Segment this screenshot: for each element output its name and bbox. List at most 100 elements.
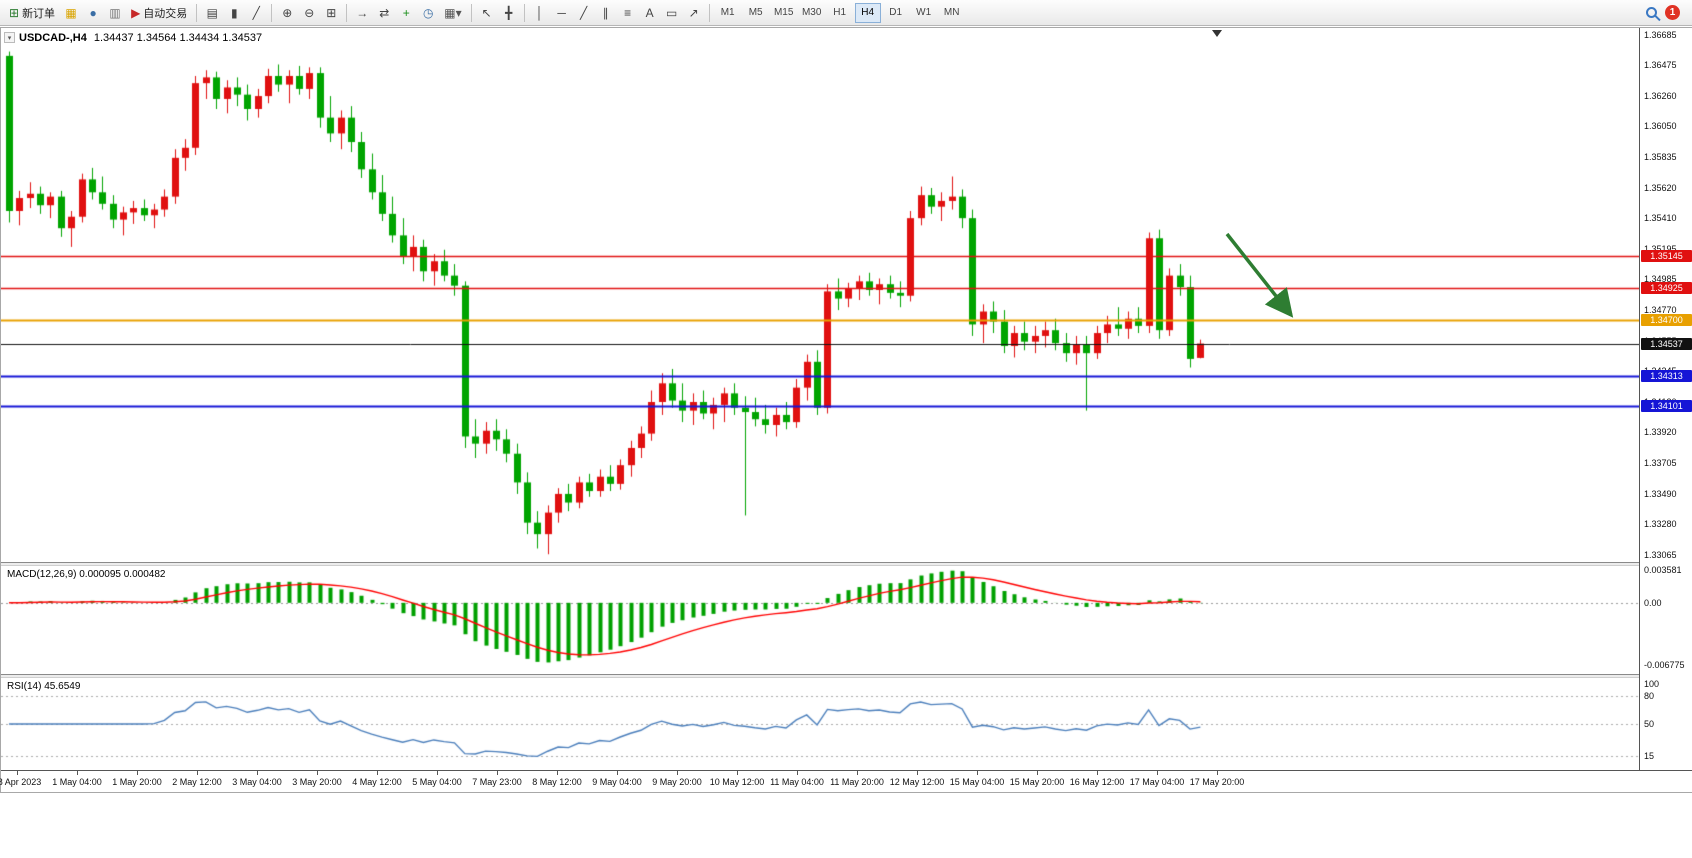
chart-ohlc-values: 1.34437 1.34564 1.34434 1.34537	[93, 32, 263, 44]
toolbar-buttons: ⊞ 新订单 ▦ ● ▥ ▶ 自动交易 ▤ ▮ ╱ ⊕ ⊖ ⊞ → ⇄ + ◷ ▦▾ ↖ ╋ │ ─ ╱ ∥ ≡ A ▭ ↗	[4, 2, 714, 24]
bar-chart-button[interactable]: ▤	[201, 2, 223, 24]
timeframe-m5-button[interactable]: M5	[748, 7, 763, 18]
text-icon: A	[645, 5, 654, 20]
chart-shift-button[interactable]: ⇄	[373, 2, 395, 24]
time-axis-label: 9 May 04:00	[592, 777, 642, 787]
price-axis-label: 1.33705	[1644, 458, 1677, 469]
timeframe-mn-button[interactable]: MN	[943, 7, 960, 18]
price-axis-label: 1.36475	[1644, 60, 1677, 71]
market-watch-button[interactable]: ▥	[104, 2, 126, 24]
new-order-label: 新订单	[22, 7, 56, 20]
macd-canvas[interactable]	[1, 566, 1639, 674]
zoom-out-icon: ⊖	[304, 5, 315, 20]
fibonacci-button[interactable]: ≡	[617, 2, 639, 24]
toolbar-separator	[196, 3, 198, 22]
time-axis-tick	[1217, 771, 1218, 775]
time-axis-label: 11 May 20:00	[830, 777, 884, 787]
auto-trading-icon: ▶	[131, 5, 141, 20]
price-axis-label: 1.35620	[1644, 182, 1677, 193]
time-axis-label: 3 May 20:00	[292, 777, 342, 787]
time-axis-tick	[1097, 771, 1098, 775]
time-axis-tick	[737, 771, 738, 775]
timeframe-h1-button[interactable]: H1	[833, 7, 847, 18]
text-label-button[interactable]: ▭	[661, 2, 683, 24]
tile-windows-button[interactable]: ⊞	[320, 2, 342, 24]
timeframe-d1-button[interactable]: D1	[889, 7, 903, 18]
price-axis-label: 1.35835	[1644, 152, 1677, 163]
search-icon[interactable]	[1646, 7, 1657, 18]
trendline-button[interactable]: ╱	[573, 2, 595, 24]
macd-axis-label: 0.003581	[1644, 565, 1682, 576]
periods-icon: ◷	[423, 5, 434, 20]
rsi-axis-label: 50	[1644, 719, 1655, 729]
timeframe-toolbar: M1 M5 M15 M30 H1 H4 D1 W1 MN	[714, 2, 966, 23]
price-axis[interactable]: 1.36685 1.36475 1.36260 1.36050 1.35835 1.356…	[1639, 28, 1692, 770]
tile-windows-icon: ⊞	[326, 5, 337, 20]
chart-window: ▾ USDCAD-,H4 1.34437 1.34564 1.34434 1.3…	[0, 27, 1692, 793]
time-axis-label: 16 May 12:00	[1069, 777, 1125, 787]
vertical-line-button[interactable]: │	[529, 2, 551, 24]
new-order-icon: ⊞	[9, 5, 20, 20]
macd-axis-label: -0.006775	[1644, 659, 1685, 670]
main-chart-canvas[interactable]	[1, 28, 1639, 562]
time-axis-tick	[857, 771, 858, 775]
main-chart-panel[interactable]: ▾ USDCAD-,H4 1.34437 1.34564 1.34434 1.3…	[1, 28, 1639, 562]
time-axis-tick	[1157, 771, 1158, 775]
toolbar-separator	[271, 3, 273, 22]
time-axis-tick	[1037, 771, 1038, 775]
time-axis-tick	[317, 771, 318, 775]
timeframe-m30-button[interactable]: M30	[801, 7, 822, 18]
toolbar-separator	[708, 3, 710, 22]
fibonacci-icon: ≡	[624, 5, 632, 20]
horizontal-line-icon: ─	[557, 5, 566, 20]
auto-trading-button[interactable]: ▶ 自动交易	[126, 2, 192, 24]
panel-splitter[interactable]	[1, 562, 1692, 566]
rsi-canvas[interactable]	[1, 678, 1639, 770]
candlestick-chart-icon: ▮	[230, 5, 238, 20]
time-axis[interactable]: 28 Apr 2023 1 May 04:00 1 May 20:00 2 May 1…	[0, 770, 1692, 792]
price-axis-label: 1.36685	[1644, 30, 1677, 41]
chart-shift-marker-icon[interactable]	[1212, 30, 1222, 37]
new-order-button[interactable]: ⊞ 新订单	[4, 2, 60, 24]
panel-splitter[interactable]	[1, 674, 1692, 678]
auto-scroll-button[interactable]: →	[351, 2, 373, 24]
horizontal-line-button[interactable]: ─	[551, 2, 573, 24]
price-line-marker: 1.34925	[1641, 281, 1692, 294]
candlestick-chart-button[interactable]: ▮	[223, 2, 245, 24]
templates-icon: ▦▾	[444, 5, 462, 20]
price-axis-label: 1.34985	[1644, 274, 1677, 285]
new-chart-button[interactable]: ▦	[60, 2, 82, 24]
timeframe-m1-button[interactable]: M1	[720, 7, 735, 18]
price-line-marker: 1.34537	[1641, 337, 1692, 350]
zoom-in-button[interactable]: ⊕	[276, 2, 298, 24]
text-label-icon: ▭	[666, 5, 678, 20]
profiles-button[interactable]: ●	[82, 2, 104, 24]
timeframe-m15-button[interactable]: M15	[773, 7, 794, 18]
channel-button[interactable]: ∥	[595, 2, 617, 24]
rsi-panel[interactable]: RSI(14) 45.6549	[1, 678, 1639, 770]
time-axis-label: 2 May 12:00	[172, 777, 222, 787]
time-axis-label: 3 May 04:00	[232, 777, 282, 787]
one-click-trading-toggle[interactable]: ▾	[4, 32, 15, 43]
price-line-marker: 1.34101	[1641, 400, 1692, 413]
periods-button[interactable]: ◷	[417, 2, 439, 24]
line-chart-button[interactable]: ╱	[245, 2, 267, 24]
time-axis-label: 1 May 20:00	[112, 777, 162, 787]
timeframe-h4-button[interactable]: H4	[854, 2, 881, 23]
price-axis-label: 1.33920	[1644, 427, 1677, 438]
cursor-button[interactable]: ↖	[476, 2, 498, 24]
auto-trading-label: 自动交易	[143, 7, 188, 20]
rsi-label: RSI(14) 45.6549	[7, 681, 81, 692]
templates-button[interactable]: ▦▾	[439, 2, 466, 24]
price-line-marker: 1.34700	[1641, 314, 1692, 327]
zoom-out-button[interactable]: ⊖	[298, 2, 320, 24]
time-axis-label: 1 May 04:00	[52, 777, 102, 787]
arrows-tool-icon: ↗	[688, 5, 699, 20]
crosshair-button[interactable]: ╋	[498, 2, 520, 24]
arrows-tool-button[interactable]: ↗	[683, 2, 705, 24]
timeframe-w1-button[interactable]: W1	[916, 7, 932, 18]
text-button[interactable]: A	[639, 2, 661, 24]
notification-badge[interactable]: 1	[1665, 5, 1680, 20]
indicators-button[interactable]: +	[395, 2, 417, 24]
macd-panel[interactable]: MACD(12,26,9) 0.000095 0.000482	[1, 566, 1639, 674]
